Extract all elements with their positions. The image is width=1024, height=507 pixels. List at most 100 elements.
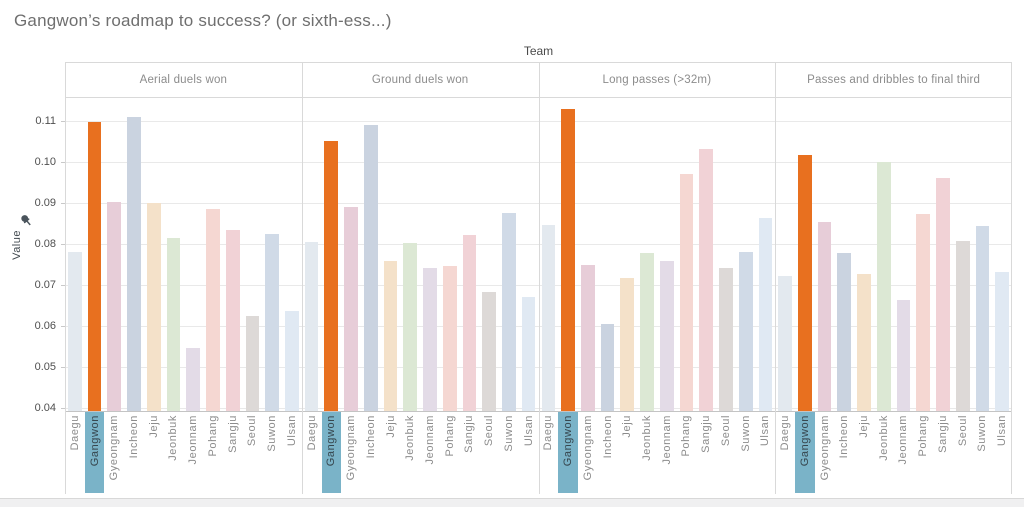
- team-label-gyeongnam[interactable]: Gyeongnam: [581, 415, 594, 481]
- team-label-sangju[interactable]: Sangju: [226, 415, 239, 453]
- bar-daegu[interactable]: [304, 241, 319, 411]
- panel-header[interactable]: Aerial duels won: [139, 73, 228, 86]
- bar-jeonbuk[interactable]: [876, 162, 891, 411]
- highlighted-team-label-box[interactable]: [795, 412, 815, 493]
- bar-pohang[interactable]: [916, 213, 931, 411]
- bar-sangju[interactable]: [699, 149, 714, 411]
- team-label-gangwon[interactable]: Gangwon: [88, 415, 101, 467]
- team-label-seoul[interactable]: Seoul: [719, 415, 732, 447]
- bar-jeonbuk[interactable]: [166, 238, 181, 411]
- bar-suwon[interactable]: [738, 252, 753, 411]
- bar-incheon[interactable]: [363, 124, 378, 411]
- team-label-pohang[interactable]: Pohang: [917, 415, 930, 457]
- bar-jeonnam[interactable]: [659, 261, 674, 411]
- bar-jeju[interactable]: [620, 278, 635, 411]
- team-label-daegu[interactable]: Daegu: [542, 415, 555, 451]
- bar-seoul[interactable]: [719, 267, 733, 411]
- pushpin-icon[interactable]: [19, 213, 33, 228]
- team-label-jeonbuk[interactable]: Jeonbuk: [404, 415, 417, 461]
- team-label-incheon[interactable]: Incheon: [838, 415, 851, 459]
- bar-jeonbuk[interactable]: [403, 243, 418, 411]
- team-label-ulsan[interactable]: Ulsan: [759, 415, 772, 447]
- bar-jeonnam[interactable]: [896, 299, 911, 411]
- team-label-ulsan[interactable]: Ulsan: [996, 415, 1009, 447]
- team-label-sangju[interactable]: Sangju: [700, 415, 713, 453]
- bar-suwon[interactable]: [265, 233, 280, 411]
- team-label-gangwon[interactable]: Gangwon: [325, 415, 338, 467]
- bar-sangju[interactable]: [225, 229, 240, 411]
- team-label-gyeongnam[interactable]: Gyeongnam: [345, 415, 358, 481]
- team-label-jeonnam[interactable]: Jeonnam: [897, 415, 910, 465]
- team-label-suwon[interactable]: Suwon: [739, 415, 752, 452]
- team-label-jeonbuk[interactable]: Jeonbuk: [877, 415, 890, 461]
- team-label-incheon[interactable]: Incheon: [601, 415, 614, 459]
- highlighted-team-label-box[interactable]: [558, 412, 578, 493]
- bar-seoul[interactable]: [245, 315, 260, 411]
- bar-suwon[interactable]: [502, 213, 516, 411]
- team-label-seoul[interactable]: Seoul: [246, 415, 259, 447]
- team-label-jeonbuk[interactable]: Jeonbuk: [640, 415, 653, 461]
- bar-seoul[interactable]: [482, 291, 497, 411]
- team-label-jeju[interactable]: Jeju: [858, 415, 871, 438]
- team-label-pohang[interactable]: Pohang: [206, 415, 219, 457]
- bar-gyeongnam[interactable]: [107, 202, 122, 411]
- highlighted-team-label-box[interactable]: [84, 412, 105, 493]
- bar-gangwon[interactable]: [797, 155, 812, 411]
- panel-header[interactable]: Long passes (>32m): [602, 73, 712, 86]
- team-label-jeju[interactable]: Jeju: [384, 415, 397, 438]
- bar-jeonbuk[interactable]: [640, 252, 654, 411]
- team-label-seoul[interactable]: Seoul: [483, 415, 496, 447]
- team-label-incheon[interactable]: Incheon: [364, 415, 377, 459]
- bar-gyeongnam[interactable]: [344, 206, 358, 411]
- team-label-daegu[interactable]: Daegu: [779, 415, 792, 451]
- team-label-suwon[interactable]: Suwon: [266, 415, 279, 452]
- team-label-incheon[interactable]: Incheon: [128, 415, 141, 459]
- team-label-daegu[interactable]: Daegu: [68, 415, 81, 451]
- team-label-sangju[interactable]: Sangju: [936, 415, 949, 453]
- team-label-gyeongnam[interactable]: Gyeongnam: [818, 415, 831, 481]
- bar-jeju[interactable]: [146, 202, 161, 411]
- bar-daegu[interactable]: [68, 252, 82, 411]
- bar-gangwon[interactable]: [324, 140, 339, 411]
- bar-ulsan[interactable]: [758, 217, 773, 411]
- panel-header[interactable]: Passes and dribbles to final third: [807, 73, 981, 86]
- team-label-jeonbuk[interactable]: Jeonbuk: [167, 415, 180, 461]
- team-label-gangwon[interactable]: Gangwon: [562, 415, 575, 467]
- bar-ulsan[interactable]: [285, 310, 299, 411]
- bar-jeju[interactable]: [857, 273, 871, 411]
- bar-ulsan[interactable]: [995, 272, 1009, 411]
- team-label-daegu[interactable]: Daegu: [305, 415, 318, 451]
- bar-gyeongnam[interactable]: [580, 264, 595, 411]
- team-label-pohang[interactable]: Pohang: [680, 415, 693, 457]
- panel-header[interactable]: Ground duels won: [371, 73, 469, 86]
- bar-daegu[interactable]: [778, 275, 792, 411]
- team-label-ulsan[interactable]: Ulsan: [522, 415, 535, 447]
- bar-daegu[interactable]: [541, 224, 556, 411]
- bar-incheon[interactable]: [127, 116, 141, 411]
- team-label-seoul[interactable]: Seoul: [956, 415, 969, 447]
- bar-pohang[interactable]: [206, 208, 220, 411]
- bar-incheon[interactable]: [837, 253, 852, 411]
- team-label-suwon[interactable]: Suwon: [976, 415, 989, 452]
- highlighted-team-label-box[interactable]: [321, 412, 342, 493]
- team-label-jeonnam[interactable]: Jeonnam: [423, 415, 436, 465]
- team-label-jeonnam[interactable]: Jeonnam: [660, 415, 673, 465]
- team-label-pohang[interactable]: Pohang: [443, 415, 456, 457]
- team-label-ulsan[interactable]: Ulsan: [285, 415, 298, 447]
- bar-ulsan[interactable]: [521, 297, 536, 411]
- bar-jeju[interactable]: [383, 261, 398, 411]
- bar-jeonnam[interactable]: [423, 267, 437, 411]
- bar-jeonnam[interactable]: [186, 347, 201, 411]
- bar-gangwon[interactable]: [561, 108, 575, 411]
- bar-sangju[interactable]: [462, 234, 477, 411]
- team-label-jeonnam[interactable]: Jeonnam: [187, 415, 200, 465]
- bar-pohang[interactable]: [442, 265, 457, 411]
- bar-gangwon[interactable]: [87, 122, 102, 411]
- team-label-jeju[interactable]: Jeju: [621, 415, 634, 438]
- bar-gyeongnam[interactable]: [817, 222, 832, 411]
- team-label-jeju[interactable]: Jeju: [147, 415, 160, 438]
- bar-suwon[interactable]: [975, 225, 990, 411]
- bar-incheon[interactable]: [600, 323, 615, 411]
- bar-pohang[interactable]: [679, 173, 694, 411]
- team-label-suwon[interactable]: Suwon: [502, 415, 515, 452]
